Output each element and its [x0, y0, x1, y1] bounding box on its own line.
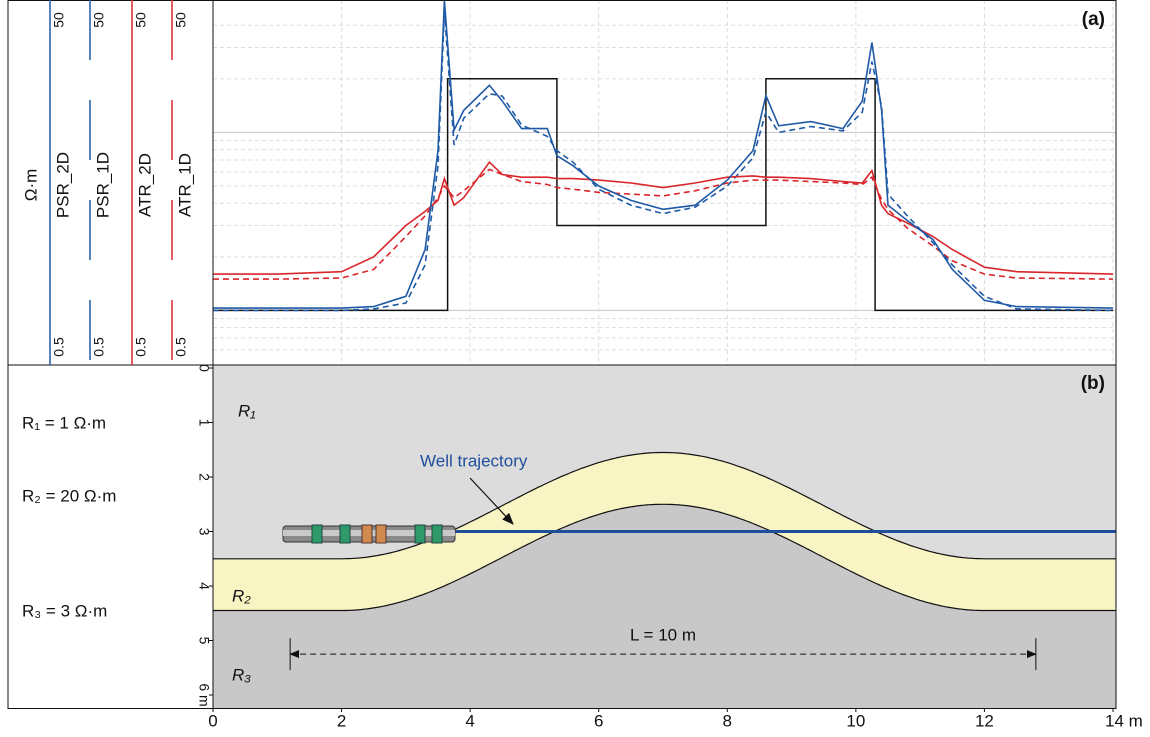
boundary — [213, 451, 1116, 560]
depth-tick-label: 1 — [196, 419, 212, 427]
x-tick-label: 2 — [337, 711, 346, 730]
x-tick-label: 12 — [975, 711, 994, 730]
logging-tool — [282, 524, 456, 544]
legend-axis-label: 0.5 — [51, 337, 67, 357]
depth-tick-label: 2 — [196, 473, 212, 481]
depth-tick-label: 6 m — [196, 683, 212, 706]
legend-label: PSR_2D — [53, 152, 72, 218]
layer-legend: R₂ = 20 Ω·m — [22, 486, 116, 505]
legend-label: ATR_1D — [175, 153, 194, 217]
depth-tick-label: 4 — [196, 582, 212, 590]
layer-name: R₃ — [232, 665, 251, 684]
depth-tick-label: 5 — [196, 637, 212, 645]
x-tick-label: 10 — [846, 711, 865, 730]
depth-tick-label: 0 — [196, 364, 212, 372]
panel-label: (a) — [1082, 9, 1105, 30]
legend-axis-label: 0.5 — [91, 337, 107, 357]
legend-axis-label: 50 — [91, 12, 107, 28]
legend-axis-label: 0.5 — [173, 337, 189, 357]
layer — [213, 452, 1116, 611]
series-line — [213, 78, 1113, 312]
x-tick-label: 0 — [208, 711, 217, 730]
legend-axis-label: 0.5 — [133, 337, 149, 357]
layer-name: R₁ — [238, 401, 256, 420]
series-line — [213, 0, 1114, 309]
boundary — [213, 503, 1116, 612]
dimension-label: L = 10 m — [630, 626, 696, 645]
series-line — [213, 11, 1114, 312]
legend-axis-label: 50 — [133, 12, 149, 28]
layer-legend: R₁ = 1 Ω·m — [22, 413, 106, 432]
layer-legend: R₃ = 3 Ω·m — [22, 601, 107, 620]
x-tick-label: 8 — [723, 711, 732, 730]
depth-tick-label: 3 — [196, 528, 212, 536]
x-tick-label: 4 — [465, 711, 474, 730]
y-axis-label: Ω·m — [21, 169, 40, 202]
legend-axis-label: 50 — [173, 12, 189, 28]
x-tick-label: 6 — [594, 711, 603, 730]
log-panel — [212, 0, 1116, 365]
legend-axis-label: 50 — [51, 12, 67, 28]
series-line — [213, 168, 1114, 280]
arrow — [469, 477, 514, 525]
x-tick-label: 14 m — [1105, 711, 1143, 730]
well-label: Well trajectory — [420, 451, 528, 470]
series-line — [213, 160, 1114, 275]
legend-label: PSR_1D — [93, 152, 112, 218]
frame — [7, 0, 1117, 709]
layer-name: R₂ — [232, 586, 251, 605]
panel-label: (b) — [1081, 373, 1105, 394]
legend-label: ATR_2D — [135, 153, 154, 217]
